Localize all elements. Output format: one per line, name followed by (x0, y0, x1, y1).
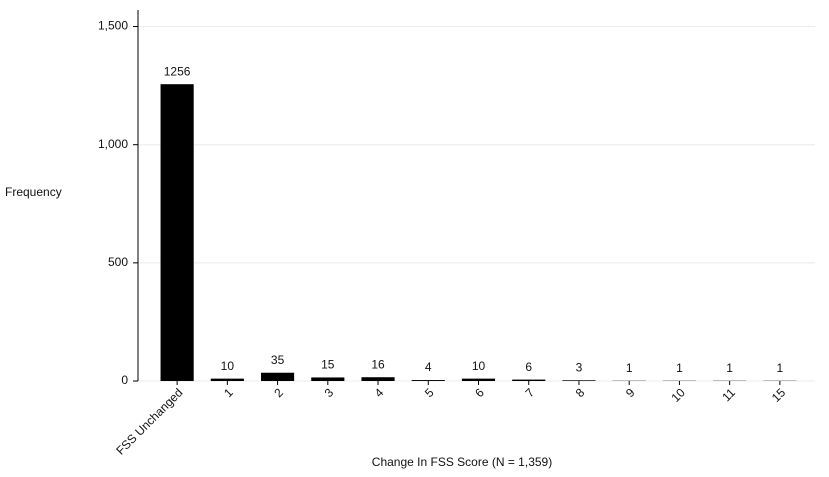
data-label: 1 (726, 361, 733, 375)
bar (512, 379, 546, 381)
x-tick-label: 1 (221, 385, 236, 400)
bar (210, 378, 244, 381)
x-tick-label: 3 (322, 385, 337, 400)
x-axis-label: Change In FSS Score (N = 1,359) (372, 455, 552, 469)
data-label: 6 (525, 360, 532, 374)
y-tick-label: 500 (108, 255, 128, 269)
x-tick-label: 11 (719, 385, 738, 404)
bar (261, 372, 295, 381)
y-tick-label: 1,000 (98, 137, 128, 151)
data-label: 16 (371, 357, 385, 371)
x-tick-label: 2 (271, 385, 286, 400)
data-label: 10 (472, 359, 486, 373)
bar (160, 84, 194, 381)
x-tick-label: 4 (372, 385, 387, 400)
x-tick-label: 10 (668, 385, 688, 405)
data-label: 35 (271, 353, 285, 367)
x-tick-label: FSS Unchanged (113, 385, 185, 457)
bar (461, 378, 496, 381)
data-label: 4 (425, 360, 432, 374)
x-tick-label: 8 (573, 385, 588, 400)
data-label: 1256 (164, 64, 191, 78)
bar (562, 380, 596, 381)
data-label: 3 (576, 360, 583, 374)
x-tick-label: 7 (522, 385, 537, 400)
bar (411, 380, 445, 381)
x-tick-label: 6 (472, 385, 487, 400)
x-tick-label: 9 (623, 385, 638, 400)
data-label: 15 (321, 358, 335, 372)
y-axis-label: Frequency (5, 185, 62, 199)
y-tick-label: 1,500 (98, 19, 128, 33)
y-tick-label: 0 (121, 373, 128, 387)
data-label: 1 (676, 361, 683, 375)
data-label: 10 (221, 359, 235, 373)
bar (311, 377, 345, 381)
x-tick-label: 15 (769, 385, 789, 405)
x-tick-label: 5 (422, 385, 437, 400)
data-label: 1 (626, 361, 633, 375)
bar (361, 377, 395, 381)
data-label: 1 (777, 361, 784, 375)
